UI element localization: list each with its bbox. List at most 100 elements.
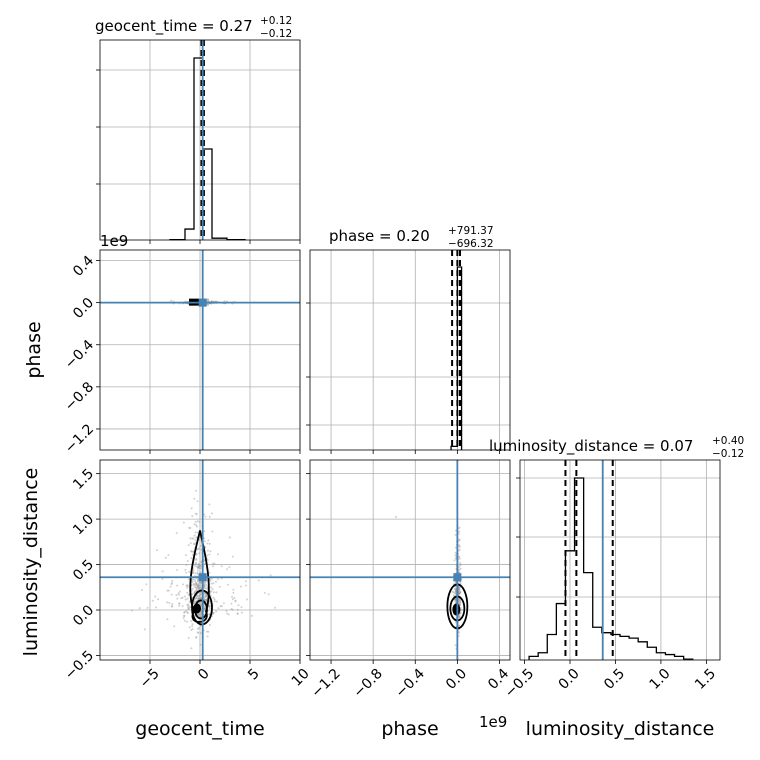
scatter-point bbox=[459, 601, 462, 604]
scatter-point bbox=[177, 593, 180, 596]
scatter-point bbox=[196, 520, 199, 523]
scatter-point bbox=[177, 592, 180, 595]
scatter-point bbox=[459, 591, 462, 594]
scatter-point bbox=[178, 602, 181, 605]
scatter-point bbox=[195, 565, 198, 568]
scatter-point bbox=[166, 589, 169, 592]
scatter-point bbox=[225, 609, 228, 612]
scatter-point bbox=[203, 584, 206, 587]
scatter-point bbox=[193, 542, 196, 545]
scatter-point bbox=[186, 620, 189, 623]
scatter-point bbox=[185, 571, 188, 574]
scatter-point bbox=[203, 537, 206, 540]
scatter-point bbox=[176, 584, 179, 587]
scatter-point bbox=[457, 569, 460, 572]
scatter-point bbox=[203, 540, 206, 543]
scatter-point bbox=[195, 524, 198, 527]
scatter-point bbox=[196, 573, 199, 576]
scatter-point bbox=[204, 595, 207, 598]
scatter-point bbox=[458, 615, 461, 618]
scatter-point bbox=[193, 584, 196, 587]
scatter-point bbox=[205, 598, 208, 601]
scatter-point bbox=[181, 596, 184, 599]
scatter-point bbox=[197, 612, 200, 615]
title-phase-sup: +791.37 bbox=[448, 225, 494, 237]
scatter-point bbox=[209, 605, 212, 608]
scatter-point bbox=[458, 592, 461, 595]
title-phase: phase = 0.20 +791.37 −696.32 bbox=[329, 225, 494, 250]
scatter-point bbox=[196, 531, 199, 534]
scatter-point bbox=[231, 608, 234, 611]
scatter-point bbox=[250, 614, 253, 617]
scatter-point bbox=[208, 503, 211, 506]
scatter-point bbox=[199, 591, 202, 594]
scatter-point bbox=[196, 628, 199, 631]
scatter-point bbox=[199, 615, 202, 618]
scatter-point bbox=[197, 626, 200, 629]
scatter-point bbox=[244, 584, 247, 587]
scatter-point bbox=[210, 582, 213, 585]
scatter-point bbox=[206, 558, 209, 561]
scatter-point bbox=[198, 614, 201, 617]
scatter-point bbox=[240, 611, 243, 614]
scatter-point bbox=[195, 558, 198, 561]
scatter-point bbox=[208, 607, 211, 610]
scatter-point bbox=[186, 612, 189, 615]
scatter-point bbox=[192, 571, 195, 574]
scatter-point bbox=[263, 591, 266, 594]
xtick-label-1: 0 bbox=[195, 666, 213, 684]
scatter-point bbox=[173, 625, 176, 628]
scatter-point bbox=[458, 614, 461, 617]
title-distance: luminosity_distance = 0.07 +0.40 −0.12 bbox=[489, 435, 744, 460]
scatter-point bbox=[199, 584, 202, 587]
scatter-point bbox=[208, 553, 211, 556]
xtick-label-2: −0.4 bbox=[393, 666, 428, 701]
scatter-point bbox=[234, 599, 237, 602]
scatter-point bbox=[198, 598, 201, 601]
scatter-point bbox=[457, 586, 460, 589]
scatter-point bbox=[205, 595, 208, 598]
scatter-point bbox=[203, 598, 206, 601]
scatter-point bbox=[459, 591, 462, 594]
scatter-point bbox=[458, 564, 461, 567]
offset-label-geocent-time: 1e9 bbox=[100, 232, 128, 250]
scatter-point bbox=[230, 607, 233, 610]
scatter-point bbox=[246, 598, 249, 601]
scatter-point bbox=[274, 606, 277, 609]
scatter-point bbox=[200, 615, 203, 618]
scatter-point bbox=[208, 613, 211, 616]
density-peak bbox=[193, 603, 201, 614]
scatter-point bbox=[199, 580, 202, 583]
scatter-point bbox=[454, 533, 457, 536]
scatter-point bbox=[195, 597, 198, 600]
scatter-point bbox=[187, 606, 190, 609]
scatter-point bbox=[194, 564, 197, 567]
scatter-point bbox=[197, 586, 200, 589]
scatter-point bbox=[138, 607, 141, 610]
scatter-point bbox=[204, 594, 207, 597]
scatter-point bbox=[170, 583, 173, 586]
xtick-label-3: 0.0 bbox=[443, 666, 470, 693]
scatter-point bbox=[458, 530, 461, 533]
scatter-point bbox=[195, 589, 198, 592]
title-distance-prefix: luminosity_distance = 0.07 bbox=[489, 437, 693, 456]
scatter-point bbox=[167, 554, 170, 557]
scatter-point bbox=[196, 566, 199, 569]
scatter-point bbox=[176, 568, 179, 571]
scatter-point bbox=[458, 526, 461, 529]
title-phase-sub: −696.32 bbox=[448, 238, 494, 250]
xticks-distance: −0.5 0.0 0.5 1.0 1.5 bbox=[502, 660, 719, 701]
xtick-label-0: −5 bbox=[137, 666, 163, 692]
xtick-label-1: −0.8 bbox=[351, 666, 386, 701]
scatter-point bbox=[454, 592, 457, 595]
scatter-point bbox=[195, 525, 198, 528]
distance-bar-4 bbox=[565, 551, 574, 660]
scatter-point bbox=[183, 611, 186, 614]
scatter-point bbox=[244, 580, 247, 583]
truth-marker bbox=[198, 298, 207, 307]
scatter-point bbox=[209, 550, 212, 553]
distance-bar-7 bbox=[593, 627, 602, 660]
scatter-point bbox=[191, 537, 194, 540]
scatter-point bbox=[145, 583, 148, 586]
panel-phase-vs-time: −1.2 −0.8 −0.4 0.0 0.4 phase bbox=[23, 249, 301, 457]
